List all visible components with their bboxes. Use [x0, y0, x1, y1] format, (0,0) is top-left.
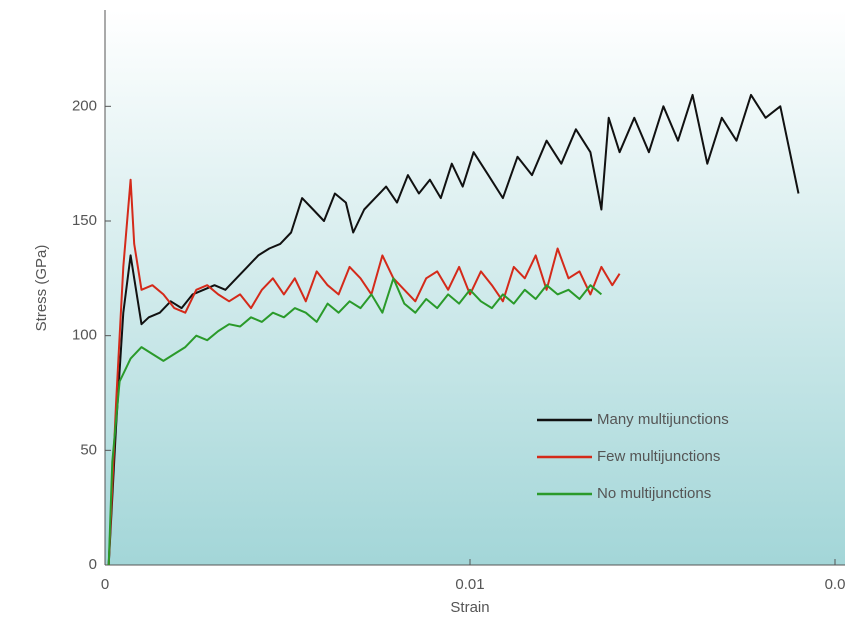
y-axis-label: Stress (GPa)	[33, 245, 50, 332]
legend-label: Few multijunctions	[597, 448, 720, 465]
plot-area	[105, 10, 845, 565]
series-line	[107, 93, 800, 566]
y-tick-label: 50	[80, 441, 97, 458]
legend-label: No multijunctions	[597, 485, 711, 502]
y-tick-label: 100	[72, 327, 97, 344]
x-tick-label: 0.01	[455, 576, 484, 593]
x-tick-label: 0.0	[825, 576, 845, 593]
legend-label: Many multijunctions	[597, 411, 729, 428]
y-tick-label: 0	[89, 556, 97, 573]
series-line	[107, 277, 603, 566]
y-tick-label: 150	[72, 212, 97, 229]
y-tick-label: 200	[72, 97, 97, 114]
x-tick-label: 0	[101, 576, 109, 593]
series-line	[107, 178, 621, 566]
x-axis-label: Strain	[450, 599, 489, 616]
